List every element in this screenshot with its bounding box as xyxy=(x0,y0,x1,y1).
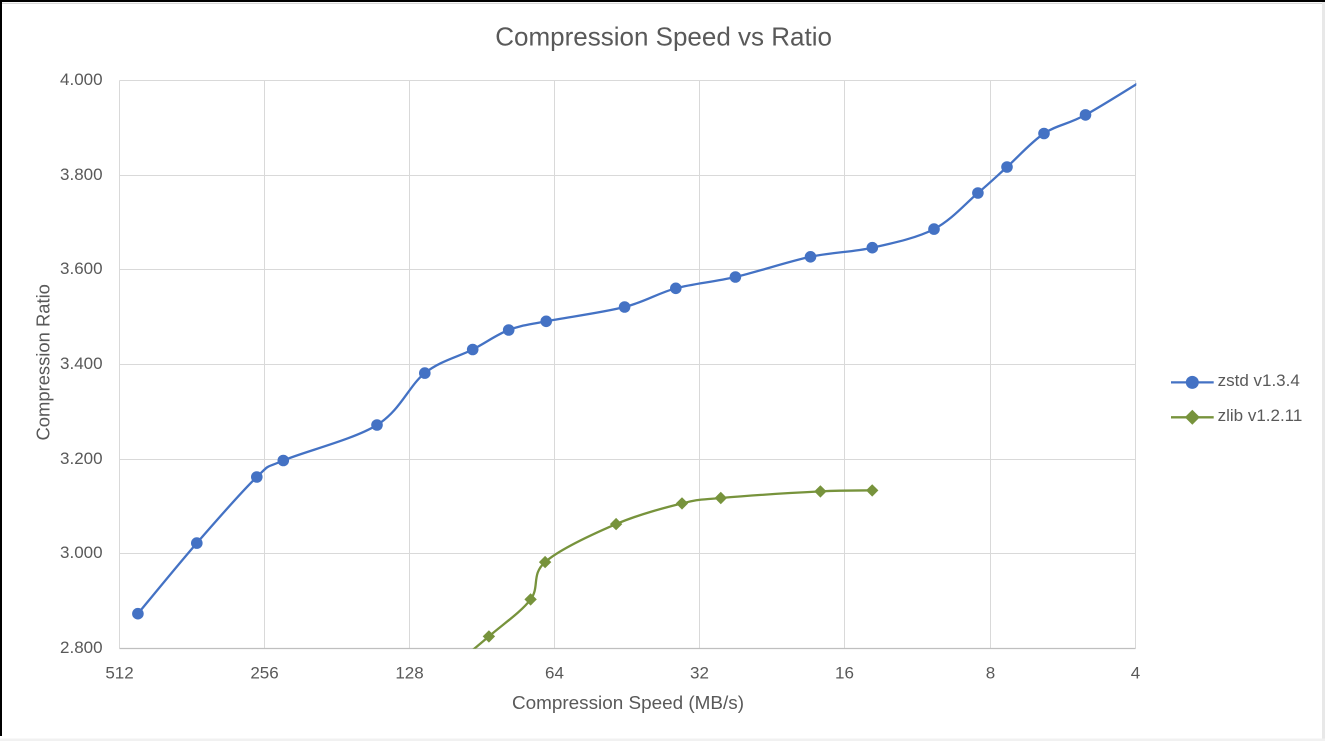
svg-text:3.200: 3.200 xyxy=(60,449,103,468)
svg-text:3.800: 3.800 xyxy=(60,165,103,184)
svg-text:4: 4 xyxy=(1131,664,1140,683)
svg-text:4.000: 4.000 xyxy=(60,70,103,89)
svg-text:Compression Ratio: Compression Ratio xyxy=(33,284,54,440)
svg-text:Compression Speed (MB/s): Compression Speed (MB/s) xyxy=(512,693,744,714)
svg-text:16: 16 xyxy=(835,664,854,683)
svg-text:zlib v1.2.11: zlib v1.2.11 xyxy=(1218,406,1303,425)
svg-text:3.000: 3.000 xyxy=(60,543,103,562)
svg-text:3.400: 3.400 xyxy=(60,354,103,373)
svg-text:64: 64 xyxy=(545,664,564,683)
svg-text:3.600: 3.600 xyxy=(60,259,103,278)
svg-text:zstd v1.3.4: zstd v1.3.4 xyxy=(1218,371,1300,390)
svg-text:2.800: 2.800 xyxy=(60,638,103,657)
svg-text:128: 128 xyxy=(395,664,423,683)
svg-text:256: 256 xyxy=(250,664,278,683)
svg-text:32: 32 xyxy=(690,664,709,683)
svg-text:512: 512 xyxy=(105,664,133,683)
svg-text:Compression Speed vs Ratio: Compression Speed vs Ratio xyxy=(495,22,832,52)
svg-text:8: 8 xyxy=(986,664,995,683)
